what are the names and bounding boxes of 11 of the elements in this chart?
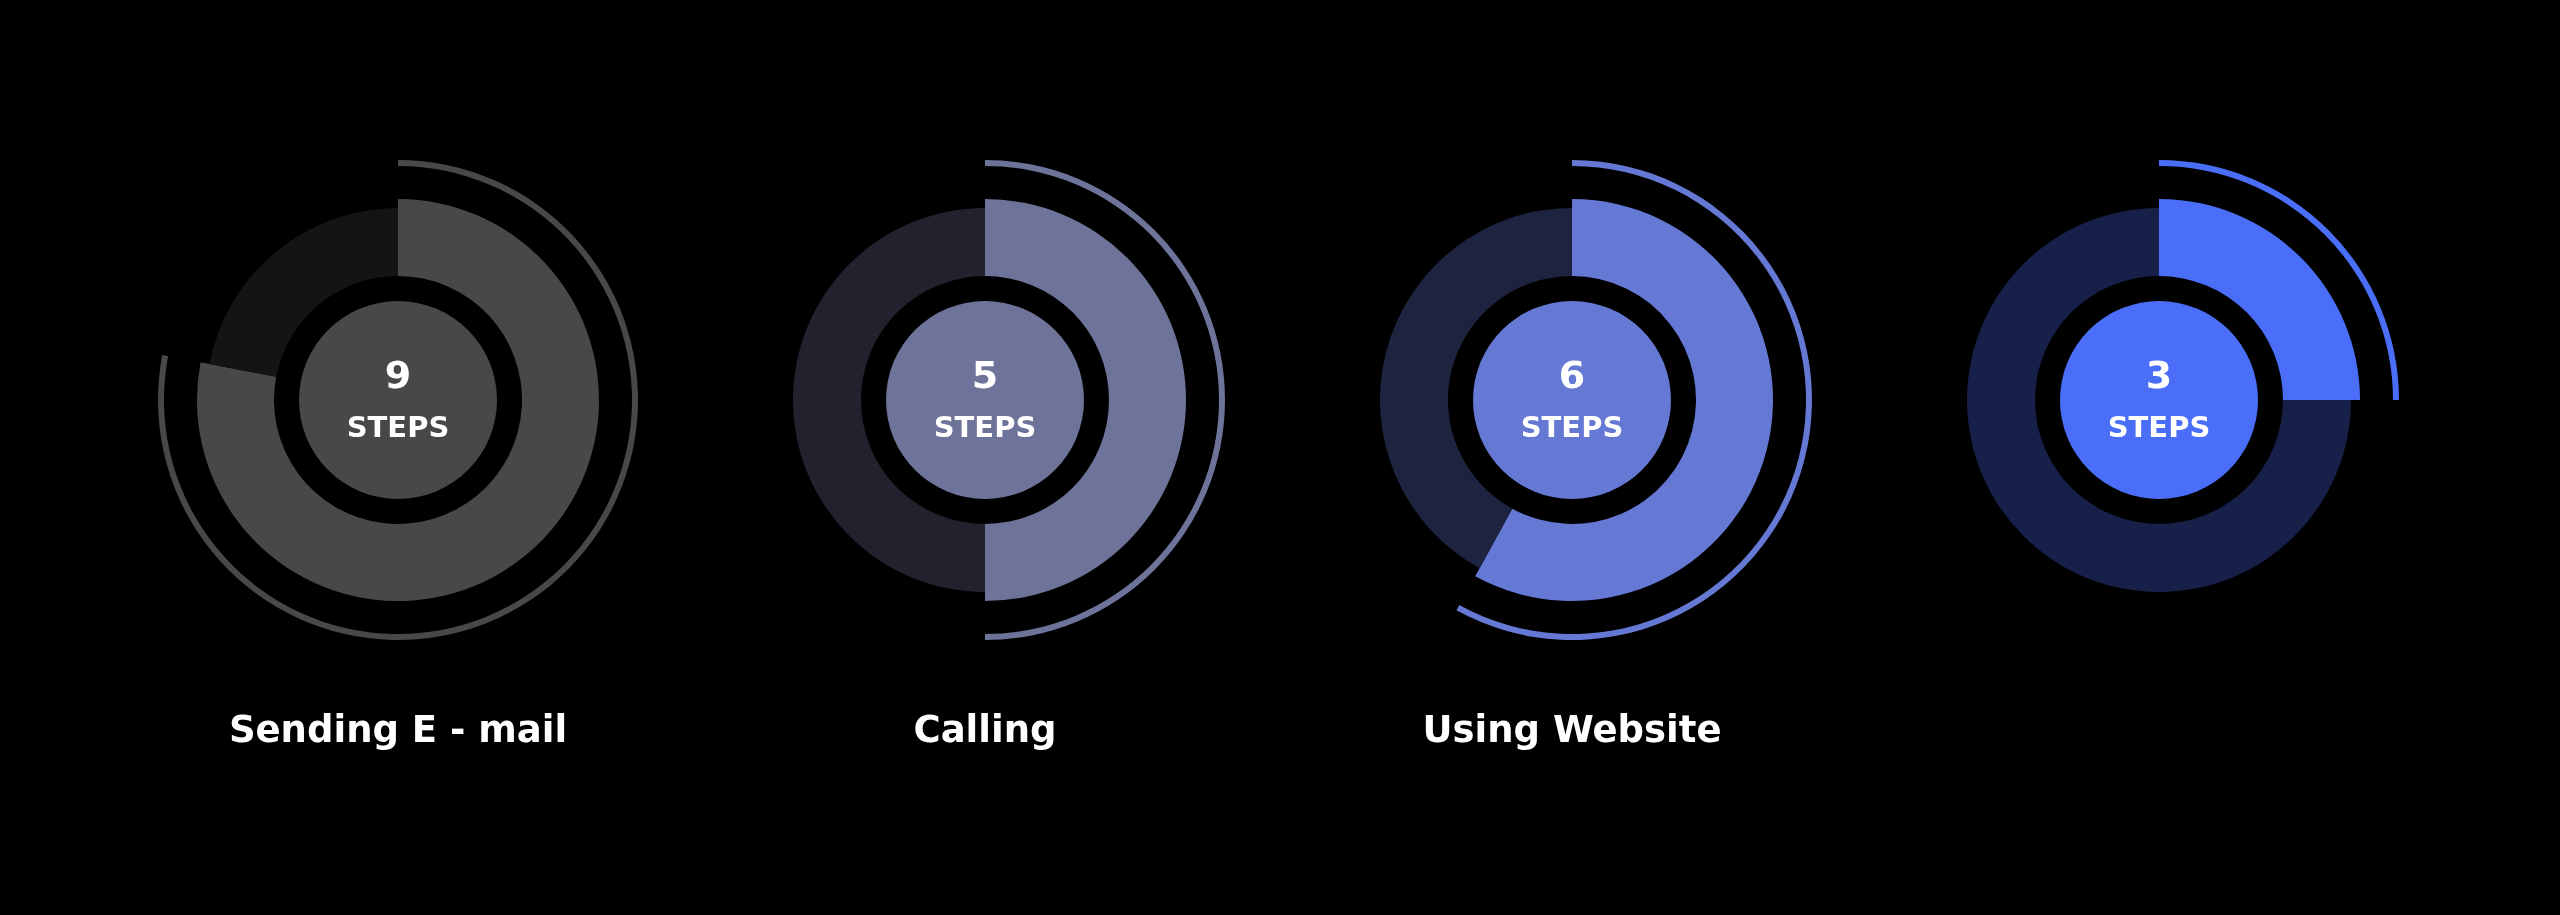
text: 9: [384, 353, 412, 397]
text: 5: [971, 353, 999, 397]
text: STEPS: [346, 410, 450, 444]
text: Sending E - mail: [228, 708, 568, 751]
text: 3: [2145, 353, 2173, 397]
text: Calling: [913, 708, 1057, 751]
text: STEPS: [1520, 410, 1624, 444]
text: STEPS: [933, 410, 1037, 444]
text: 6: [1558, 353, 1586, 397]
text: Using Website: [1422, 708, 1722, 751]
text: STEPS: [2107, 410, 2211, 444]
